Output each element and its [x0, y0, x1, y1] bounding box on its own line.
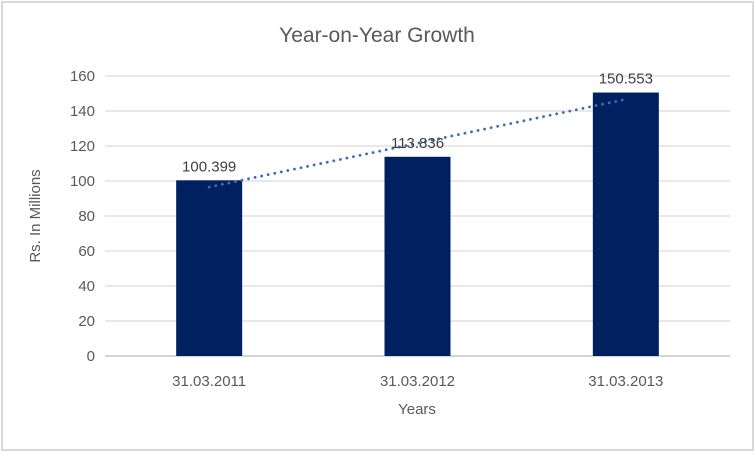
chart-title: Year-on-Year Growth: [279, 24, 475, 47]
bar[interactable]: [592, 92, 659, 356]
y-tick-label: 140: [70, 103, 95, 120]
y-tick-label: 20: [78, 313, 95, 330]
y-tick-label: 0: [87, 348, 95, 365]
y-tick-label: 160: [70, 68, 95, 85]
data-label: 100.399: [182, 158, 236, 175]
data-label: 150.553: [599, 71, 653, 88]
y-axis-title: Rs. In Millions: [27, 169, 44, 262]
data-label: 113.836: [391, 135, 444, 152]
bar[interactable]: [384, 156, 451, 356]
bar-series[interactable]: [176, 92, 659, 356]
y-tick-label: 120: [70, 138, 95, 155]
x-axis-title: Years: [398, 401, 436, 418]
x-tick-label: 31.03.2013: [588, 373, 663, 390]
y-tick-label: 100: [70, 173, 95, 190]
bar[interactable]: [176, 180, 243, 356]
x-tick-label: 31.03.2011: [172, 373, 246, 390]
y-tick-label: 40: [78, 278, 95, 295]
trendline-group[interactable]: [207, 97, 628, 189]
x-tick-label: 31.03.2012: [380, 373, 455, 390]
trendline[interactable]: [207, 97, 628, 189]
y-tick-label: 80: [78, 208, 95, 225]
labels: 0 20 40 60 80 100 120 140 160 31.03.2011 100.399 31…: [70, 68, 663, 390]
y-tick-label: 60: [78, 243, 95, 260]
